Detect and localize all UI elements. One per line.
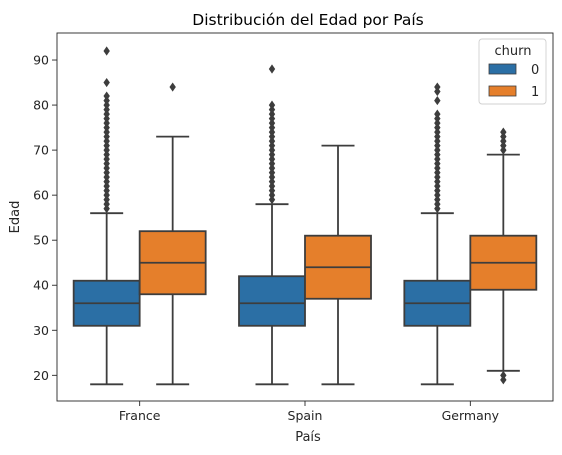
outlier-point <box>268 100 276 110</box>
legend: churn 0 1 <box>478 38 547 105</box>
outlier-point <box>103 91 110 101</box>
x-tick-label: France <box>119 408 161 423</box>
outlier-point <box>103 46 110 56</box>
box-group-0-france <box>72 46 141 386</box>
y-tick-label: 20 <box>33 368 49 383</box>
outlier-point <box>103 77 110 88</box>
box-group-1-germany <box>469 127 538 385</box>
y-tick-label: 60 <box>33 188 49 203</box>
y-tick-label: 70 <box>33 143 49 158</box>
outlier-point <box>434 82 441 92</box>
outlier-point <box>500 127 507 137</box>
chart-title: Distribución del Edad por País <box>192 11 423 29</box>
outlier-point <box>434 109 441 119</box>
legend-title: churn <box>495 44 532 59</box>
box-group-0-spain <box>238 64 306 386</box>
y-tick-label: 40 <box>33 278 49 293</box>
legend-swatch-1 <box>488 85 517 97</box>
y-tick-label: 80 <box>33 98 49 113</box>
box-group-0-germany <box>403 82 472 386</box>
x-axis-label: País <box>295 430 321 445</box>
y-tick-label: 90 <box>33 53 49 68</box>
outlier-point <box>500 370 507 380</box>
x-tick-label: Germany <box>442 408 500 423</box>
box-series <box>72 46 538 386</box>
box <box>238 275 306 327</box>
legend-entry-1: 1 <box>531 85 539 100</box>
y-tick-label: 30 <box>33 323 49 338</box>
y-axis-label: Edad <box>8 201 23 234</box>
x-tick-label: Spain <box>288 408 323 423</box>
outlier-point <box>434 95 441 106</box>
box-group-1-spain <box>304 144 372 386</box>
y-axis: 20 30 40 50 60 70 80 90 <box>33 53 57 383</box>
outlier-point <box>169 82 176 92</box>
x-axis: France Spain Germany <box>119 401 500 423</box>
y-tick-label: 50 <box>33 233 49 248</box>
legend-swatch-0 <box>488 63 517 75</box>
legend-entry-0: 0 <box>531 63 539 78</box>
box-group-1-france <box>138 82 207 386</box>
outlier-point <box>268 64 276 74</box>
